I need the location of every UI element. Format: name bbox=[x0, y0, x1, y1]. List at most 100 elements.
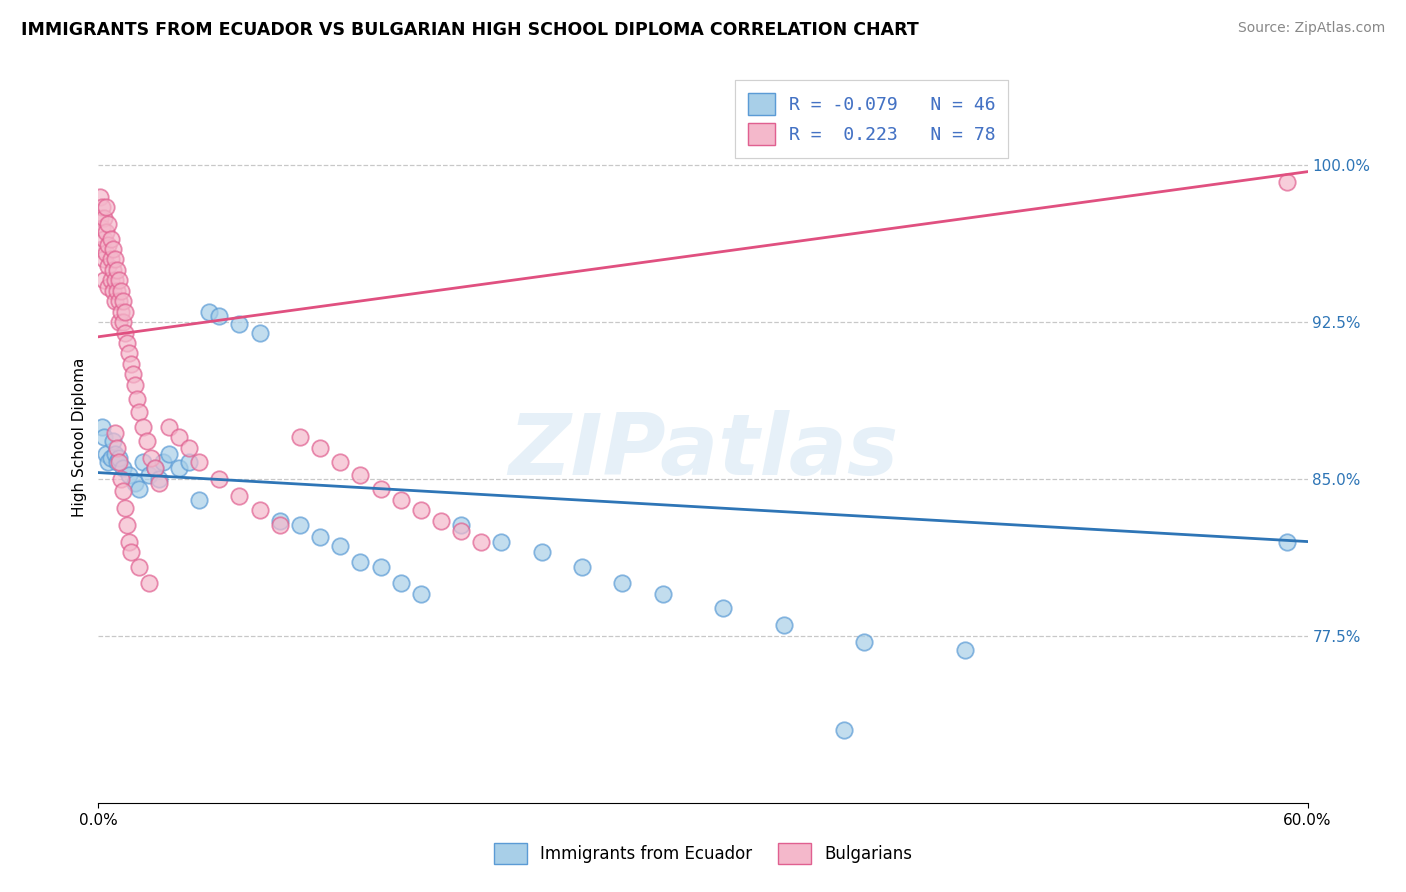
Point bbox=[93, 252, 115, 267]
Point bbox=[491, 534, 513, 549]
Point bbox=[409, 503, 432, 517]
Point bbox=[114, 304, 136, 318]
Point bbox=[91, 221, 114, 235]
Point bbox=[249, 326, 271, 340]
Point bbox=[530, 545, 553, 559]
Point bbox=[96, 225, 118, 239]
Point bbox=[118, 467, 141, 482]
Point bbox=[97, 259, 120, 273]
Point bbox=[179, 455, 201, 469]
Point bbox=[953, 643, 976, 657]
Point bbox=[389, 492, 412, 507]
Point bbox=[107, 273, 129, 287]
Point bbox=[105, 263, 128, 277]
Point bbox=[772, 618, 794, 632]
Point bbox=[389, 576, 412, 591]
Point bbox=[103, 447, 125, 461]
Text: Source: ZipAtlas.com: Source: ZipAtlas.com bbox=[1237, 21, 1385, 35]
Point bbox=[143, 461, 166, 475]
Point bbox=[167, 430, 190, 444]
Point bbox=[124, 476, 146, 491]
Point bbox=[288, 430, 311, 444]
Point bbox=[125, 392, 148, 407]
Point bbox=[188, 455, 211, 469]
Point bbox=[571, 559, 593, 574]
Point bbox=[101, 284, 124, 298]
Point bbox=[111, 294, 134, 309]
Point bbox=[111, 315, 134, 329]
Point bbox=[103, 273, 125, 287]
Point bbox=[188, 492, 211, 507]
Point bbox=[101, 242, 124, 256]
Point bbox=[118, 534, 141, 549]
Point bbox=[96, 447, 118, 461]
Point bbox=[110, 284, 132, 298]
Point bbox=[120, 545, 142, 559]
Point bbox=[832, 723, 855, 737]
Point bbox=[370, 483, 392, 497]
Point bbox=[157, 419, 180, 434]
Point bbox=[100, 231, 122, 245]
Point bbox=[93, 273, 115, 287]
Point bbox=[139, 450, 162, 465]
Point bbox=[135, 434, 157, 449]
Point bbox=[409, 587, 432, 601]
Point bbox=[132, 455, 155, 469]
Point bbox=[103, 425, 125, 440]
Point bbox=[288, 517, 311, 532]
Point bbox=[128, 405, 150, 419]
Point bbox=[100, 252, 122, 267]
Text: IMMIGRANTS FROM ECUADOR VS BULGARIAN HIGH SCHOOL DIPLOMA CORRELATION CHART: IMMIGRANTS FROM ECUADOR VS BULGARIAN HIG… bbox=[21, 21, 920, 38]
Point bbox=[853, 635, 876, 649]
Point bbox=[105, 284, 128, 298]
Point bbox=[1277, 175, 1299, 189]
Point bbox=[107, 315, 129, 329]
Point bbox=[157, 447, 180, 461]
Point bbox=[148, 476, 170, 491]
Point bbox=[138, 576, 160, 591]
Point bbox=[128, 559, 150, 574]
Point bbox=[105, 441, 128, 455]
Point bbox=[430, 514, 453, 528]
Point bbox=[89, 190, 111, 204]
Point bbox=[118, 346, 141, 360]
Point bbox=[470, 534, 492, 549]
Point bbox=[91, 419, 114, 434]
Point bbox=[349, 467, 371, 482]
Point bbox=[309, 441, 332, 455]
Point bbox=[198, 304, 221, 318]
Point bbox=[111, 484, 134, 499]
Point bbox=[96, 246, 118, 260]
Point bbox=[93, 231, 115, 245]
Point bbox=[309, 530, 332, 544]
Point bbox=[103, 294, 125, 309]
Point bbox=[1277, 534, 1299, 549]
Point bbox=[101, 434, 124, 449]
Point bbox=[329, 455, 352, 469]
Point bbox=[152, 455, 174, 469]
Point bbox=[121, 368, 143, 382]
Point bbox=[91, 200, 114, 214]
Point bbox=[96, 200, 118, 214]
Point bbox=[138, 467, 160, 482]
Legend: Immigrants from Ecuador, Bulgarians: Immigrants from Ecuador, Bulgarians bbox=[486, 837, 920, 871]
Point bbox=[228, 317, 250, 331]
Point bbox=[329, 539, 352, 553]
Point bbox=[167, 461, 190, 475]
Point bbox=[124, 377, 146, 392]
Point bbox=[120, 357, 142, 371]
Point bbox=[148, 472, 170, 486]
Point bbox=[128, 483, 150, 497]
Point bbox=[269, 517, 291, 532]
Point bbox=[143, 461, 166, 475]
Point bbox=[249, 503, 271, 517]
Point bbox=[97, 455, 120, 469]
Point bbox=[179, 441, 201, 455]
Point bbox=[101, 263, 124, 277]
Point bbox=[91, 242, 114, 256]
Point bbox=[612, 576, 634, 591]
Point bbox=[97, 217, 120, 231]
Text: ZIPatlas: ZIPatlas bbox=[508, 410, 898, 493]
Point bbox=[115, 336, 138, 351]
Point bbox=[107, 294, 129, 309]
